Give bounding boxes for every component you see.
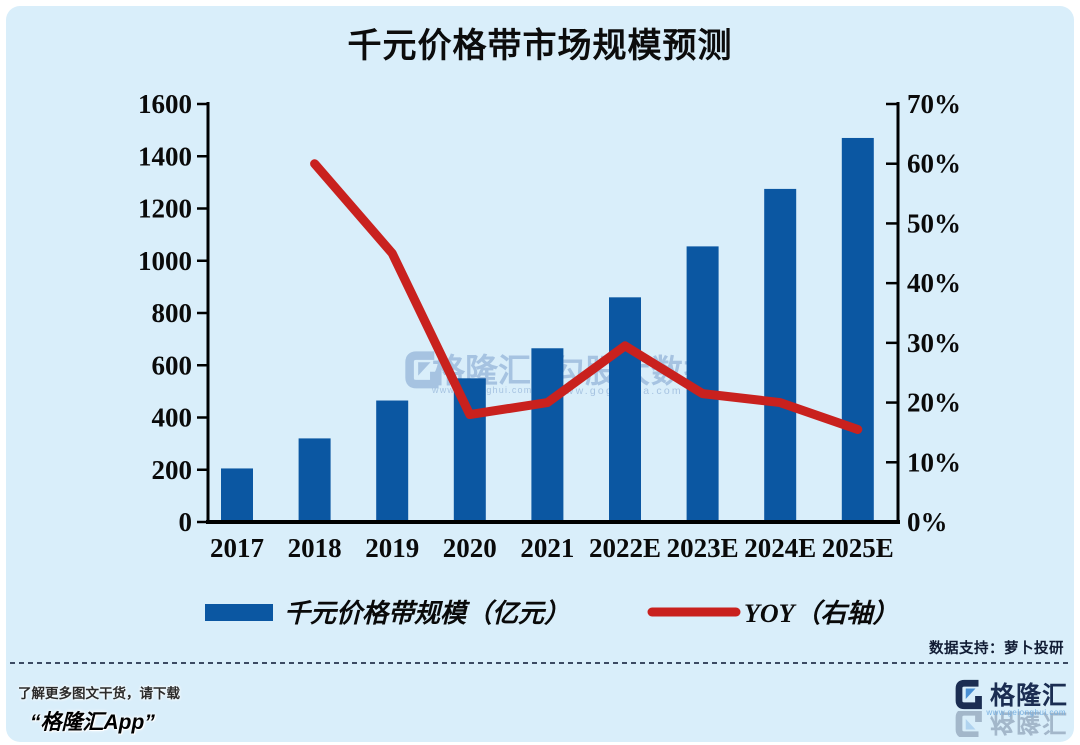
chart-title: 千元价格带市场规模预测 bbox=[347, 27, 733, 65]
bar-2021 bbox=[531, 348, 564, 522]
bar-2025E bbox=[841, 137, 874, 522]
x-tick-label-2021: 2021 bbox=[520, 533, 574, 563]
gelonghui-g-icon bbox=[955, 679, 982, 709]
left-tick-label: 400 bbox=[152, 403, 193, 433]
brand-logo: 格隆汇 bbox=[918, 676, 1068, 712]
left-tick-label: 1600 bbox=[138, 89, 192, 119]
brand-logo-reflection: 格隆汇 bbox=[918, 711, 1068, 737]
legend-line-label: YOY（右轴） bbox=[744, 599, 899, 628]
right-tick-label: 60% bbox=[907, 149, 961, 179]
data-support-text: 数据支持：萝卜投研 bbox=[929, 641, 1064, 657]
brand-logo-text: 格隆汇 bbox=[989, 682, 1068, 710]
brand-logo-block: 格隆汇 www.gelonghui.com 格隆汇 bbox=[918, 676, 1068, 737]
dashed-divider bbox=[10, 662, 1070, 664]
legend: 千元价格带规模（亿元） YOY（右轴） bbox=[205, 599, 899, 628]
right-tick-label: 70% bbox=[907, 89, 961, 119]
promo-block: 了解更多图文干货，请下载 “格隆汇App” bbox=[18, 682, 180, 736]
right-tick-label: 40% bbox=[907, 268, 961, 298]
left-tick-label: 1200 bbox=[138, 194, 192, 224]
bar-2017 bbox=[221, 468, 253, 522]
right-tick-label: 0% bbox=[907, 507, 948, 537]
left-tick-label: 200 bbox=[152, 455, 193, 485]
yoy-line bbox=[310, 159, 863, 434]
bar-2019 bbox=[376, 400, 409, 522]
right-tick-label: 20% bbox=[907, 388, 961, 418]
gelonghui-watermark-logo-icon bbox=[405, 351, 439, 389]
promo-line2: “格隆汇App” bbox=[30, 711, 155, 734]
legend-bar-swatch bbox=[205, 604, 273, 621]
x-tick-label-2024E: 2024E bbox=[744, 533, 816, 563]
left-tick-label: 600 bbox=[152, 350, 193, 380]
bar-2022E bbox=[609, 297, 641, 522]
right-tick-label: 30% bbox=[907, 328, 961, 358]
gelonghui-g-icon bbox=[955, 711, 982, 737]
right-tick-label: 50% bbox=[907, 208, 961, 238]
combo-chart: 格隆汇www.gelonghui.com勾股大数据www.gogudata.co… bbox=[138, 89, 961, 628]
left-tick-label: 1000 bbox=[138, 246, 192, 276]
x-tick-label-2019: 2019 bbox=[365, 533, 419, 563]
left-tick-label: 0 bbox=[179, 507, 193, 537]
x-tick-label-2025E: 2025E bbox=[822, 533, 894, 563]
brand-logo-url: www.gelonghui.com bbox=[986, 708, 1066, 717]
x-tick-label-2018: 2018 bbox=[288, 533, 342, 563]
x-tick-label-2017: 2017 bbox=[210, 533, 264, 563]
legend-bar-label: 千元价格带规模（亿元） bbox=[284, 599, 570, 628]
x-tick-label-2023E: 2023E bbox=[667, 533, 739, 563]
bar-2018 bbox=[298, 438, 331, 522]
left-tick-label: 800 bbox=[152, 298, 193, 328]
x-tick-label-2020: 2020 bbox=[443, 533, 497, 563]
promo-line1: 了解更多图文干货，请下载 bbox=[18, 686, 180, 701]
bar-2024E bbox=[764, 188, 797, 522]
x-tick-label-2022E: 2022E bbox=[589, 533, 661, 563]
left-tick-label: 1400 bbox=[138, 141, 192, 171]
right-tick-label: 10% bbox=[907, 447, 961, 477]
